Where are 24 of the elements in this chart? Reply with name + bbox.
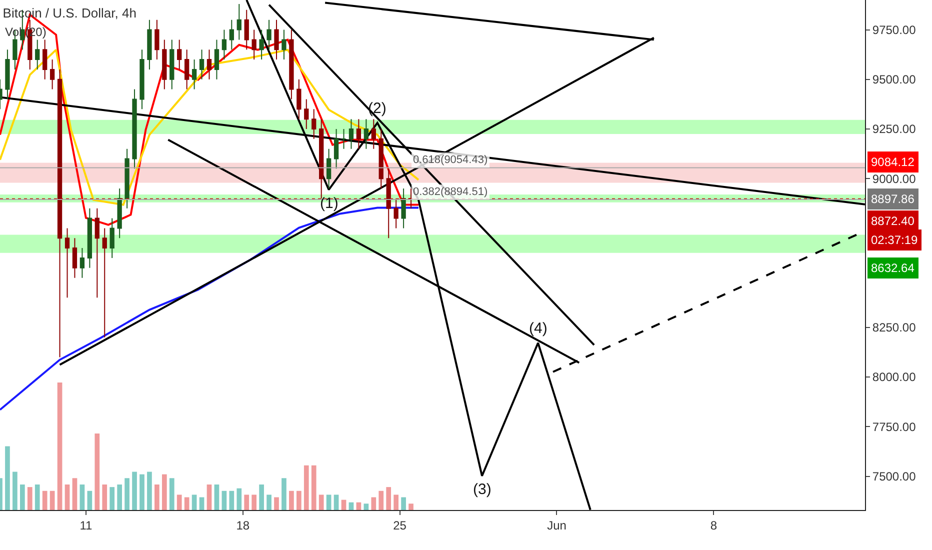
y-tick-label: 9000.00: [872, 172, 916, 186]
annotation: (1): [320, 195, 338, 212]
y-tick-label: 8000.00: [872, 370, 916, 384]
annotation: 9084.12: [871, 155, 915, 169]
annotation: (4): [529, 320, 548, 337]
annotation: 8872.40: [871, 214, 915, 228]
x-tick-label: 11: [80, 518, 92, 532]
y-tick-label: 9750.00: [872, 22, 916, 37]
ref-line-label: 0.618(9054.43): [413, 154, 488, 166]
y-tick-label: 7500.00: [872, 469, 916, 484]
x-tick-label: Jun: [547, 518, 566, 532]
annotation: 8632.64: [871, 261, 915, 275]
y-tick-label: 9250.00: [872, 122, 916, 136]
y-tick-label: 9500.00: [872, 72, 916, 87]
x-tick-label: 25: [393, 518, 407, 532]
ref-line-label: 0.382(8894.51): [413, 186, 488, 198]
y-tick-label: 7750.00: [872, 420, 916, 434]
annotation: (3): [473, 481, 492, 498]
ref-line-label: 8897.86: [871, 192, 915, 206]
x-tick-label: 18: [236, 518, 250, 532]
y-tick-label: 8250.00: [872, 320, 916, 335]
x-tick-label: 8: [710, 518, 718, 532]
annotation: (2): [368, 100, 386, 117]
text: 02:37:19: [871, 233, 918, 247]
